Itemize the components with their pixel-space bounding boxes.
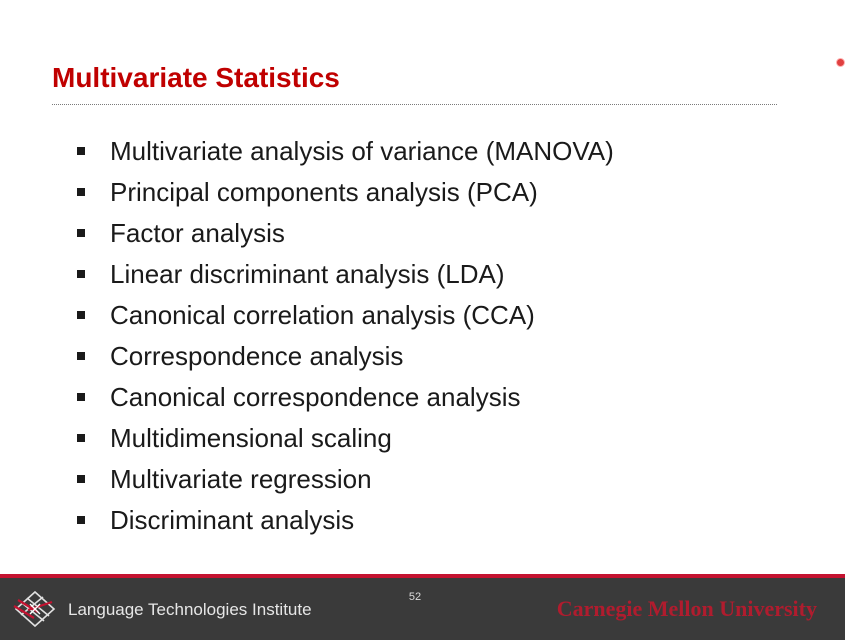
institute-name: Language Technologies Institute — [68, 600, 312, 619]
university-name: Carnegie Mellon University — [556, 596, 817, 621]
title-divider — [52, 104, 777, 105]
bullet-text: Principal components analysis (PCA) — [110, 177, 538, 207]
recording-dot-icon — [836, 58, 845, 67]
page-number: 52 — [408, 591, 422, 603]
bullet-text: Discriminant analysis — [110, 505, 355, 535]
bullet-text: Linear discriminant analysis (LDA) — [110, 259, 505, 289]
bullet-text: Canonical correspondence analysis — [110, 382, 521, 412]
square-bullet-icon — [77, 475, 85, 483]
slide-title: Multivariate Statistics — [52, 62, 340, 93]
bullet-text: Canonical correlation analysis (CCA) — [110, 300, 535, 330]
bullet-text: Correspondence analysis — [110, 341, 404, 371]
bullet-text: Multivariate analysis of variance (MANOV… — [110, 136, 614, 166]
square-bullet-icon — [77, 352, 85, 360]
square-bullet-icon — [77, 434, 85, 442]
square-bullet-icon — [77, 147, 85, 155]
bullet-text: Multivariate regression — [110, 464, 372, 494]
square-bullet-icon — [77, 516, 85, 524]
square-bullet-icon — [77, 229, 85, 237]
lti-logo-icon — [13, 590, 56, 628]
square-bullet-icon — [77, 188, 85, 196]
bullet-text: Factor analysis — [110, 218, 285, 248]
footer: Language Technologies Institute 52 Carne… — [0, 578, 845, 640]
square-bullet-icon — [77, 270, 85, 278]
bullet-text: Multidimensional scaling — [110, 423, 392, 453]
square-bullet-icon — [77, 393, 85, 401]
square-bullet-icon — [77, 311, 85, 319]
footer-accent-line — [0, 574, 845, 578]
